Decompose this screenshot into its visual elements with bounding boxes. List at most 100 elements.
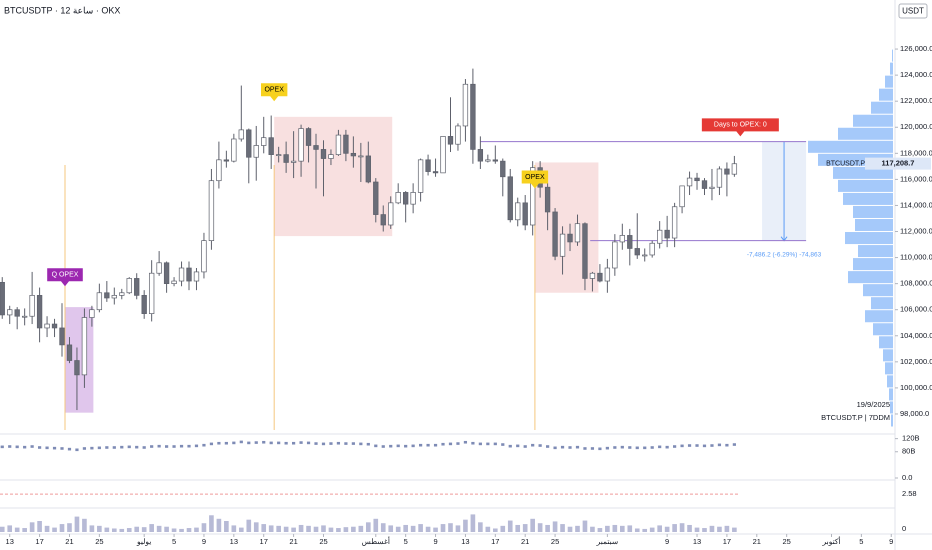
volume-bar bbox=[657, 525, 662, 532]
x-tick-label: 13 bbox=[230, 537, 238, 546]
oi-dot bbox=[538, 444, 542, 447]
x-tick-label: 5 bbox=[859, 537, 863, 546]
oi-dot bbox=[359, 442, 363, 446]
volume-bar bbox=[231, 525, 237, 532]
candle-body bbox=[365, 155, 371, 183]
oi-dot bbox=[732, 443, 736, 446]
candle-body bbox=[36, 295, 43, 329]
candle-body bbox=[343, 134, 349, 154]
volume-profile-bar bbox=[838, 127, 893, 140]
annotation: OPEX bbox=[525, 174, 545, 181]
oi-dot bbox=[321, 442, 326, 446]
last-price-box bbox=[865, 157, 931, 170]
volume-bar bbox=[321, 525, 326, 532]
volume-bar bbox=[418, 524, 423, 532]
oi-tick-label: 80B bbox=[902, 447, 915, 456]
candle-body bbox=[686, 177, 693, 187]
oi-dot bbox=[366, 442, 370, 446]
x-tick-label: أغسطس bbox=[362, 535, 390, 546]
candle-body bbox=[74, 360, 80, 376]
volume-bar bbox=[425, 526, 431, 532]
oi-dot bbox=[456, 442, 460, 445]
volume-bar bbox=[104, 527, 110, 532]
volume-bar bbox=[649, 527, 655, 532]
oi-dot bbox=[531, 443, 535, 447]
volume-bar bbox=[560, 524, 565, 532]
oi-dot bbox=[15, 445, 19, 449]
candle-body bbox=[634, 248, 640, 256]
volume-bar bbox=[171, 528, 177, 532]
volume-bar bbox=[575, 525, 580, 532]
volume-bar bbox=[448, 523, 453, 532]
candle-body bbox=[59, 327, 65, 346]
candle-body bbox=[395, 192, 401, 204]
candle-body bbox=[716, 168, 723, 188]
volume-bar bbox=[664, 526, 670, 532]
volume-profile-bar bbox=[843, 192, 893, 205]
volume-bar bbox=[679, 523, 685, 532]
volume-profile-bar bbox=[833, 166, 893, 179]
candle-body bbox=[111, 295, 117, 299]
candle-body bbox=[298, 128, 304, 162]
volume-bar bbox=[687, 524, 692, 532]
oi-dot bbox=[120, 445, 124, 449]
volume-bar bbox=[246, 519, 252, 532]
x-tick-label: 5 bbox=[404, 537, 408, 546]
volume-bar bbox=[0, 526, 5, 532]
volume-bar bbox=[724, 525, 730, 532]
currency[interactable]: USDT bbox=[902, 7, 924, 16]
oi-dot bbox=[45, 446, 49, 450]
funding-tick-label: 2.58 bbox=[902, 489, 917, 498]
oi-dot bbox=[523, 445, 527, 448]
volume-bar bbox=[52, 527, 57, 532]
oi-dot bbox=[478, 442, 482, 446]
volume-profile-bar bbox=[808, 140, 893, 153]
candle-body bbox=[522, 202, 528, 226]
oi-dot bbox=[441, 442, 445, 446]
oi-dot bbox=[658, 445, 662, 449]
volume-bar bbox=[507, 520, 513, 532]
oi-dot bbox=[37, 446, 42, 449]
volume-profile-bar bbox=[890, 401, 893, 414]
volume-bar bbox=[328, 527, 334, 532]
oi-dot bbox=[448, 442, 453, 446]
volume-profile-bar bbox=[890, 62, 893, 75]
candle-body bbox=[559, 233, 566, 257]
candle-body bbox=[447, 136, 454, 145]
oi-dot bbox=[194, 444, 199, 448]
candle-body bbox=[134, 278, 140, 296]
y-tick-label: 120,000.0 bbox=[900, 122, 932, 131]
y-tick-label: 116,000.0 bbox=[900, 174, 932, 183]
candle-body bbox=[66, 344, 73, 361]
oi-dot bbox=[583, 447, 587, 450]
volume-bar bbox=[395, 526, 401, 532]
volume-bar bbox=[126, 528, 132, 532]
currency-button[interactable] bbox=[898, 3, 928, 19]
candle-body bbox=[193, 271, 200, 282]
volume-bar bbox=[515, 524, 521, 532]
oi-dot bbox=[0, 445, 4, 449]
volume-bar bbox=[291, 527, 296, 532]
candle-body bbox=[701, 180, 708, 189]
oi-dot bbox=[635, 446, 639, 450]
volume-bar bbox=[313, 526, 319, 532]
volume-bar bbox=[410, 525, 416, 532]
candle-body bbox=[51, 323, 58, 329]
candle-body bbox=[231, 138, 237, 162]
oi-dot bbox=[687, 444, 692, 447]
candle-body bbox=[671, 206, 678, 239]
volume-bar bbox=[156, 525, 162, 532]
oi-dot bbox=[23, 445, 27, 449]
candle-body bbox=[81, 317, 88, 376]
oi-dot bbox=[433, 443, 438, 447]
candle-body bbox=[223, 159, 230, 162]
oi-dot bbox=[224, 441, 228, 445]
price-axis bbox=[895, 0, 932, 550]
volume-bar bbox=[590, 526, 595, 532]
oi-dot bbox=[247, 441, 251, 445]
y-tick-label: 118,000.0 bbox=[900, 148, 932, 157]
volume-bar bbox=[732, 527, 737, 532]
oi-dot bbox=[239, 440, 243, 444]
candle-body bbox=[589, 272, 596, 279]
